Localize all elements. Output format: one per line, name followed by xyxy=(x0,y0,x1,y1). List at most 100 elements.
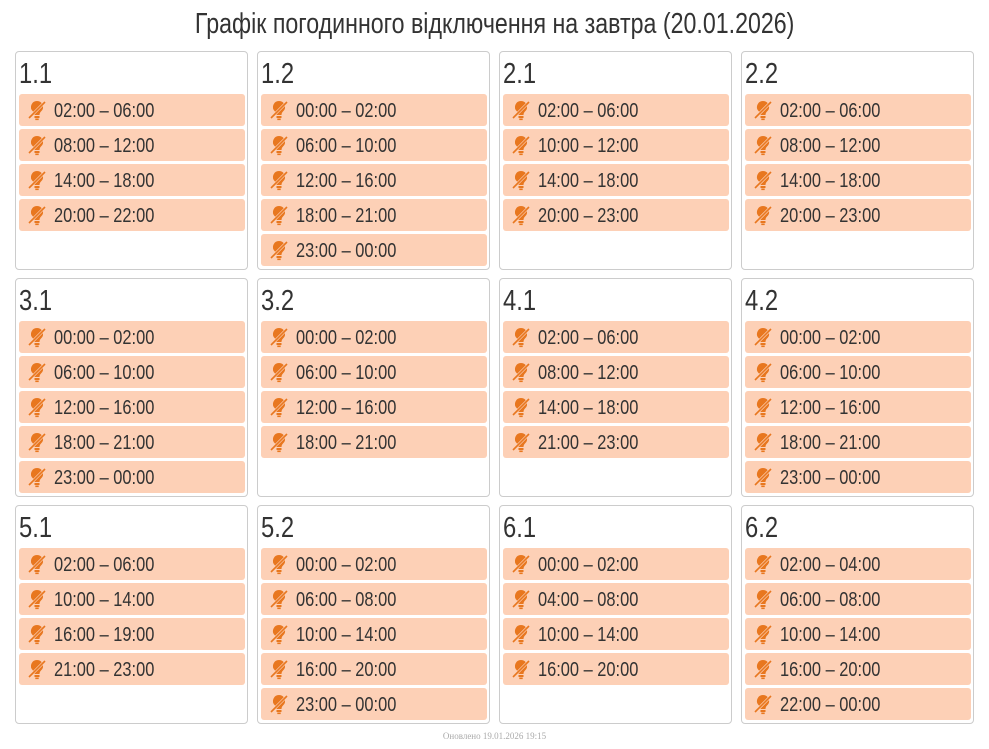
outage-icon xyxy=(27,327,47,348)
slot-time: 04:00 – 08:00 xyxy=(538,589,639,611)
group-name: 1.1 xyxy=(19,58,53,90)
outage-slot: 14:00 – 18:00 xyxy=(503,391,729,423)
outage-icon xyxy=(511,397,531,418)
outage-slot: 12:00 – 16:00 xyxy=(19,391,245,423)
group-card: 2.2 02:00 – 06:00 08:00 – 12:00 14:00 – 18:… xyxy=(741,51,974,270)
outage-slot: 23:00 – 00:00 xyxy=(261,688,487,720)
outage-icon xyxy=(753,205,773,226)
outage-slot: 20:00 – 22:00 xyxy=(19,199,245,231)
outage-icon xyxy=(269,170,289,191)
outage-icon xyxy=(511,362,531,383)
outage-slot: 06:00 – 10:00 xyxy=(261,129,487,161)
outage-icon xyxy=(27,432,47,453)
outage-slot: 00:00 – 02:00 xyxy=(261,94,487,126)
group-name: 5.2 xyxy=(261,512,295,544)
group-name: 5.1 xyxy=(19,512,53,544)
slot-time: 18:00 – 21:00 xyxy=(780,432,881,454)
group-card: 6.2 02:00 – 04:00 06:00 – 08:00 10:00 – 14:… xyxy=(741,505,974,724)
slot-time: 08:00 – 12:00 xyxy=(538,362,639,384)
outage-slot: 02:00 – 06:00 xyxy=(503,94,729,126)
outage-slot: 00:00 – 02:00 xyxy=(503,548,729,580)
outage-slot: 12:00 – 16:00 xyxy=(261,164,487,196)
outage-slot: 16:00 – 20:00 xyxy=(503,653,729,685)
outage-icon xyxy=(753,624,773,645)
group-name: 2.2 xyxy=(745,58,779,90)
slot-time: 02:00 – 06:00 xyxy=(538,100,639,122)
outage-icon xyxy=(753,659,773,680)
slot-time: 12:00 – 16:00 xyxy=(780,397,881,419)
slot-time: 22:00 – 00:00 xyxy=(780,694,881,716)
outage-slot: 06:00 – 08:00 xyxy=(745,583,971,615)
slot-time: 02:00 – 06:00 xyxy=(54,554,155,576)
outage-icon xyxy=(27,100,47,121)
outage-icon xyxy=(511,659,531,680)
group-card: 1.2 00:00 – 02:00 06:00 – 10:00 12:00 – 16:… xyxy=(257,51,490,270)
outage-icon xyxy=(27,467,47,488)
slot-time: 10:00 – 14:00 xyxy=(780,624,881,646)
outage-slot: 18:00 – 21:00 xyxy=(19,426,245,458)
slot-time: 14:00 – 18:00 xyxy=(780,170,881,192)
outage-slot: 08:00 – 12:00 xyxy=(745,129,971,161)
slot-time: 23:00 – 00:00 xyxy=(54,467,155,489)
group-card: 3.2 00:00 – 02:00 06:00 – 10:00 12:00 – 16:… xyxy=(257,278,490,497)
outage-slot: 08:00 – 12:00 xyxy=(19,129,245,161)
outage-icon xyxy=(269,327,289,348)
outage-slot: 23:00 – 00:00 xyxy=(19,461,245,493)
outage-icon xyxy=(511,554,531,575)
slot-time: 14:00 – 18:00 xyxy=(538,397,639,419)
outage-icon xyxy=(269,240,289,261)
slot-time: 02:00 – 06:00 xyxy=(538,327,639,349)
outage-slot: 18:00 – 21:00 xyxy=(745,426,971,458)
outage-icon xyxy=(27,659,47,680)
slot-time: 16:00 – 20:00 xyxy=(780,659,881,681)
slot-time: 21:00 – 23:00 xyxy=(54,659,155,681)
outage-slot: 22:00 – 00:00 xyxy=(745,688,971,720)
group-name: 4.1 xyxy=(503,285,537,317)
group-name: 4.2 xyxy=(745,285,779,317)
outage-icon xyxy=(753,327,773,348)
outage-slot: 10:00 – 12:00 xyxy=(503,129,729,161)
slot-time: 10:00 – 14:00 xyxy=(54,589,155,611)
outage-slot: 04:00 – 08:00 xyxy=(503,583,729,615)
outage-slot: 00:00 – 02:00 xyxy=(261,321,487,353)
outage-slot: 02:00 – 06:00 xyxy=(19,548,245,580)
slot-time: 18:00 – 21:00 xyxy=(296,432,397,454)
outage-icon xyxy=(27,362,47,383)
outage-icon xyxy=(511,205,531,226)
outage-slot: 23:00 – 00:00 xyxy=(745,461,971,493)
outage-icon xyxy=(27,205,47,226)
group-card: 6.1 00:00 – 02:00 04:00 – 08:00 10:00 – 14:… xyxy=(499,505,732,724)
outage-icon xyxy=(511,170,531,191)
slot-time: 20:00 – 22:00 xyxy=(54,205,155,227)
slot-time: 23:00 – 00:00 xyxy=(780,467,881,489)
outage-slot: 18:00 – 21:00 xyxy=(261,199,487,231)
title: Графік погодинного відключення на завтра… xyxy=(0,8,989,41)
slot-time: 00:00 – 02:00 xyxy=(296,100,397,122)
slot-time: 06:00 – 10:00 xyxy=(296,362,397,384)
outage-icon xyxy=(753,100,773,121)
group-name: 6.2 xyxy=(745,512,779,544)
outage-icon xyxy=(269,362,289,383)
outage-icon xyxy=(269,432,289,453)
outage-icon xyxy=(753,432,773,453)
outage-slot: 21:00 – 23:00 xyxy=(19,653,245,685)
outage-icon xyxy=(753,397,773,418)
outage-icon xyxy=(269,624,289,645)
slot-time: 16:00 – 20:00 xyxy=(296,659,397,681)
slot-time: 12:00 – 16:00 xyxy=(296,170,397,192)
slot-time: 06:00 – 08:00 xyxy=(296,589,397,611)
slot-time: 20:00 – 23:00 xyxy=(780,205,881,227)
outage-icon xyxy=(511,624,531,645)
outage-slot: 02:00 – 06:00 xyxy=(19,94,245,126)
outage-icon xyxy=(269,659,289,680)
slot-time: 12:00 – 16:00 xyxy=(54,397,155,419)
outage-icon xyxy=(269,589,289,610)
outage-icon xyxy=(269,554,289,575)
outage-slot: 16:00 – 20:00 xyxy=(745,653,971,685)
outage-icon xyxy=(753,589,773,610)
slot-time: 10:00 – 14:00 xyxy=(538,624,639,646)
outage-icon xyxy=(27,397,47,418)
outage-icon xyxy=(753,362,773,383)
slot-time: 00:00 – 02:00 xyxy=(780,327,881,349)
